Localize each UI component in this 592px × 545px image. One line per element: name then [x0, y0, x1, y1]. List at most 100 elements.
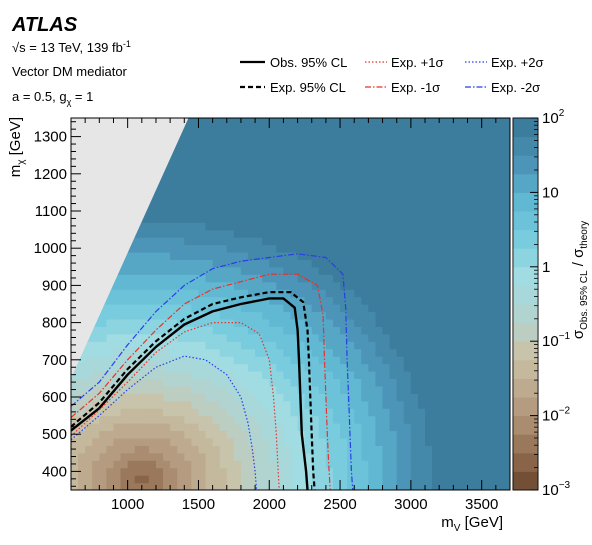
heat-cell: [432, 162, 440, 171]
heat-cell: [460, 318, 469, 327]
heat-cell: [368, 207, 377, 216]
heat-cell: [163, 452, 171, 461]
heat-cell: [446, 356, 454, 365]
heat-cell: [226, 207, 235, 216]
heat-cell: [155, 326, 164, 335]
heat-cell: [283, 214, 292, 223]
y-tick-label: 1100: [35, 203, 67, 220]
heat-cell: [290, 296, 299, 305]
heat-cell: [439, 378, 447, 387]
heat-cell: [481, 445, 490, 454]
heat-cell: [240, 326, 249, 335]
heat-cell: [439, 147, 447, 156]
heat-cell: [460, 423, 469, 432]
heat-cell: [446, 341, 454, 350]
heat-cell: [453, 423, 462, 432]
heat-cell: [120, 289, 129, 298]
heat-cell: [332, 140, 341, 149]
heat-cell: [269, 177, 277, 186]
heat-cell: [481, 348, 490, 357]
heat-cell: [354, 199, 362, 208]
heat-cell: [375, 445, 384, 454]
heat-cell: [481, 356, 490, 365]
heat-cell: [226, 199, 235, 208]
heat-cell: [191, 393, 200, 402]
heat-cell: [127, 423, 136, 432]
heat-cell: [495, 467, 504, 476]
heat-cell: [127, 318, 136, 327]
heat-cell: [283, 162, 292, 171]
heat-cell: [170, 408, 178, 417]
heat-cell: [474, 266, 483, 275]
heat-cell: [255, 192, 263, 201]
heat-cell: [85, 460, 93, 469]
heat-cell: [184, 452, 192, 461]
heat-cell: [184, 460, 192, 469]
heat-cell: [106, 289, 115, 298]
heat-cell: [375, 467, 384, 476]
heat-cell: [417, 467, 426, 476]
color-band: [513, 192, 538, 212]
heat-cell: [361, 415, 369, 424]
heat-cell: [163, 311, 171, 320]
heat-cell: [495, 289, 504, 298]
heat-cell: [297, 318, 306, 327]
heat-cell: [163, 259, 171, 268]
heat-cell: [332, 237, 341, 246]
heat-cell: [375, 378, 384, 387]
heat-cell: [297, 162, 306, 171]
heat-cell: [290, 482, 299, 490]
heat-cell: [276, 214, 285, 223]
heat-cell: [163, 229, 171, 238]
heat-cell: [481, 184, 490, 193]
heat-cell: [446, 140, 454, 149]
heat-cell: [488, 199, 497, 208]
heat-cell: [403, 229, 412, 238]
heat-cell: [276, 415, 285, 424]
heat-cell: [467, 214, 476, 223]
heat-cell: [219, 318, 228, 327]
heat-cell: [226, 326, 235, 335]
heat-cell: [382, 207, 391, 216]
heat-cell: [304, 437, 313, 446]
heat-cell: [340, 430, 348, 439]
heat-cell: [446, 289, 454, 298]
heat-cell: [205, 266, 214, 275]
heat-cell: [276, 199, 285, 208]
heat-cell: [304, 475, 313, 484]
heat-cell: [332, 452, 341, 461]
heat-cell: [375, 177, 384, 186]
heat-cell: [226, 415, 235, 424]
heat-cell: [502, 155, 510, 164]
heat-cell: [205, 475, 214, 484]
heat-cell: [502, 184, 510, 193]
heat-cell: [297, 341, 306, 350]
heat-cell: [198, 229, 207, 238]
heat-cell: [269, 452, 277, 461]
heat-cell: [403, 155, 412, 164]
heat-cell: [318, 393, 327, 402]
heat-cell: [354, 304, 362, 313]
heat-cell: [255, 125, 263, 134]
heat-cell: [170, 244, 178, 253]
heat-cell: [120, 400, 129, 409]
heat-cell: [205, 445, 214, 454]
heat-cell: [340, 140, 348, 149]
heat-cell: [311, 140, 320, 149]
heat-cell: [269, 475, 277, 484]
heat-cell: [113, 281, 122, 290]
heat-cell: [354, 162, 362, 171]
heat-cell: [325, 326, 334, 335]
heat-cell: [219, 237, 228, 246]
heat-cell: [460, 155, 469, 164]
heat-cell: [460, 452, 469, 461]
heat-cell: [446, 132, 454, 141]
heat-cell: [453, 289, 462, 298]
heat-cell: [432, 296, 440, 305]
heat-cell: [304, 460, 313, 469]
heat-cell: [170, 348, 178, 357]
heat-cell: [233, 408, 242, 417]
heat-cell: [283, 259, 292, 268]
heat-cell: [460, 266, 469, 275]
heat-cell: [340, 363, 348, 372]
